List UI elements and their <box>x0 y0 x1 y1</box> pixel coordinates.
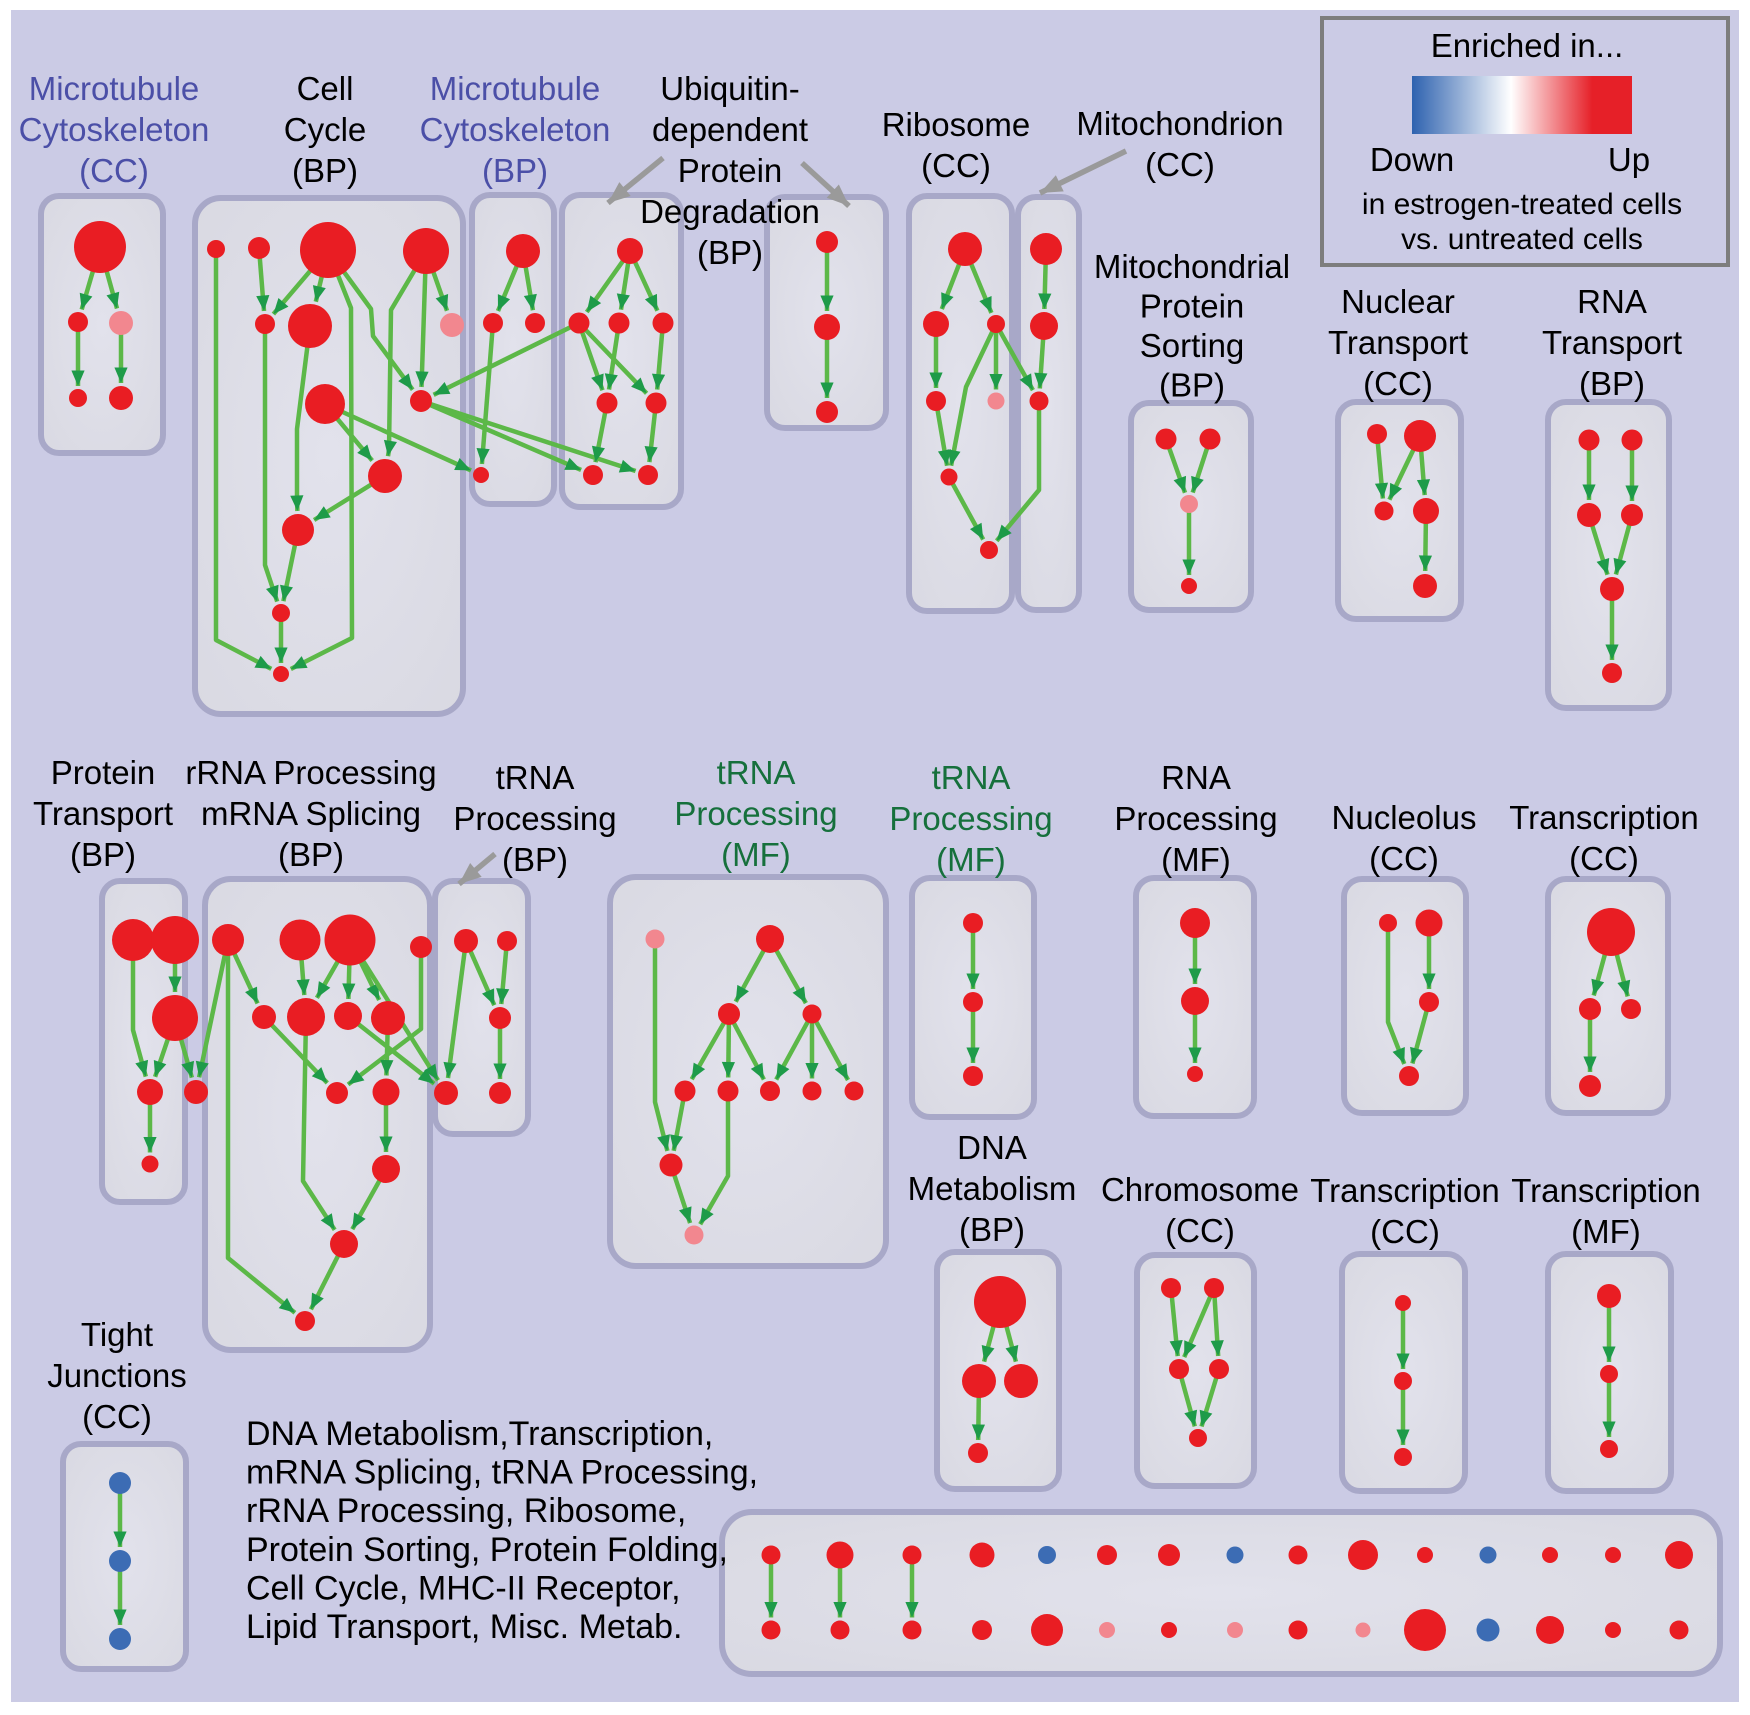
svg-text:mRNA Splicing, tRNA Processing: mRNA Splicing, tRNA Processing, <box>246 1454 758 1492</box>
svg-text:(CC): (CC) <box>921 147 991 184</box>
svg-text:(MF): (MF) <box>1571 1213 1641 1250</box>
svg-text:(MF): (MF) <box>936 841 1006 878</box>
svg-text:rRNA Processing, Ribosome,: rRNA Processing, Ribosome, <box>246 1492 686 1530</box>
svg-text:Chromosome: Chromosome <box>1101 1171 1299 1208</box>
svg-text:Tight: Tight <box>81 1316 153 1353</box>
svg-text:Cell: Cell <box>297 70 354 107</box>
svg-text:Protein: Protein <box>1140 288 1245 325</box>
svg-text:Protein: Protein <box>51 754 156 791</box>
svg-text:Transport: Transport <box>33 795 173 832</box>
svg-text:Up: Up <box>1608 141 1650 178</box>
svg-text:Enriched in...: Enriched in... <box>1431 27 1624 64</box>
svg-text:(BP): (BP) <box>697 234 763 271</box>
svg-text:Cell Cycle, MHC-II Receptor,: Cell Cycle, MHC-II Receptor, <box>246 1569 681 1607</box>
svg-text:Transcription: Transcription <box>1509 799 1699 836</box>
svg-text:(BP): (BP) <box>70 836 136 873</box>
svg-text:tRNA: tRNA <box>717 754 796 791</box>
svg-text:Transport: Transport <box>1542 324 1682 361</box>
svg-text:in estrogen-treated cells: in estrogen-treated cells <box>1362 188 1682 221</box>
svg-text:DNA Metabolism,Transcription,: DNA Metabolism,Transcription, <box>246 1415 713 1453</box>
svg-text:Lipid Transport, Misc. Metab.: Lipid Transport, Misc. Metab. <box>246 1608 683 1646</box>
svg-text:Cycle: Cycle <box>284 111 367 148</box>
svg-text:(BP): (BP) <box>278 836 344 873</box>
svg-text:Processing: Processing <box>889 800 1052 837</box>
svg-text:Junctions: Junctions <box>47 1357 186 1394</box>
svg-text:(BP): (BP) <box>1159 367 1225 404</box>
svg-text:(CC): (CC) <box>1569 840 1639 877</box>
svg-text:tRNA: tRNA <box>932 759 1011 796</box>
svg-text:(BP): (BP) <box>292 152 358 189</box>
svg-text:(BP): (BP) <box>1579 365 1645 402</box>
svg-text:mRNA Splicing: mRNA Splicing <box>201 795 421 832</box>
svg-text:Down: Down <box>1370 141 1454 178</box>
svg-text:Mitochondrial: Mitochondrial <box>1094 248 1290 285</box>
svg-text:DNA: DNA <box>957 1129 1027 1166</box>
svg-text:RNA: RNA <box>1161 759 1231 796</box>
svg-text:(BP): (BP) <box>959 1211 1025 1248</box>
svg-text:vs. untreated cells: vs. untreated cells <box>1401 223 1643 256</box>
svg-text:Transcription: Transcription <box>1511 1172 1701 1209</box>
svg-text:Transport: Transport <box>1328 324 1468 361</box>
svg-text:Metabolism: Metabolism <box>908 1170 1077 1207</box>
svg-text:(CC): (CC) <box>1369 840 1439 877</box>
svg-text:(CC): (CC) <box>82 1398 152 1435</box>
svg-text:Nuclear: Nuclear <box>1341 283 1455 320</box>
svg-text:Processing: Processing <box>1114 800 1277 837</box>
svg-text:Microtubule: Microtubule <box>430 70 601 107</box>
svg-text:Cytoskeleton: Cytoskeleton <box>420 111 611 148</box>
svg-text:Ubiquitin-: Ubiquitin- <box>660 70 799 107</box>
svg-text:Microtubule: Microtubule <box>29 70 200 107</box>
svg-text:Degradation: Degradation <box>640 193 820 230</box>
svg-text:tRNA: tRNA <box>496 759 575 796</box>
svg-text:(MF): (MF) <box>1161 841 1231 878</box>
svg-text:Protein: Protein <box>678 152 783 189</box>
svg-text:Cytoskeleton: Cytoskeleton <box>19 111 210 148</box>
svg-text:RNA: RNA <box>1577 283 1647 320</box>
svg-text:(CC): (CC) <box>1363 365 1433 402</box>
svg-text:(BP): (BP) <box>502 841 568 878</box>
svg-text:Sorting: Sorting <box>1140 327 1245 364</box>
svg-text:Ribosome: Ribosome <box>882 106 1031 143</box>
svg-text:Mitochondrion: Mitochondrion <box>1076 105 1283 142</box>
svg-text:(CC): (CC) <box>1370 1213 1440 1250</box>
svg-text:Transcription: Transcription <box>1310 1172 1500 1209</box>
svg-text:(CC): (CC) <box>79 152 149 189</box>
svg-text:Nucleolus: Nucleolus <box>1332 799 1477 836</box>
svg-text:dependent: dependent <box>652 111 808 148</box>
svg-text:Processing: Processing <box>453 800 616 837</box>
svg-text:(CC): (CC) <box>1145 146 1215 183</box>
svg-text:(BP): (BP) <box>482 152 548 189</box>
svg-text:Protein Sorting, Protein Foldi: Protein Sorting, Protein Folding, <box>246 1531 728 1569</box>
svg-text:Processing: Processing <box>674 795 837 832</box>
svg-text:(CC): (CC) <box>1165 1212 1235 1249</box>
svg-text:rRNA Processing: rRNA Processing <box>185 754 436 791</box>
svg-text:(MF): (MF) <box>721 836 791 873</box>
